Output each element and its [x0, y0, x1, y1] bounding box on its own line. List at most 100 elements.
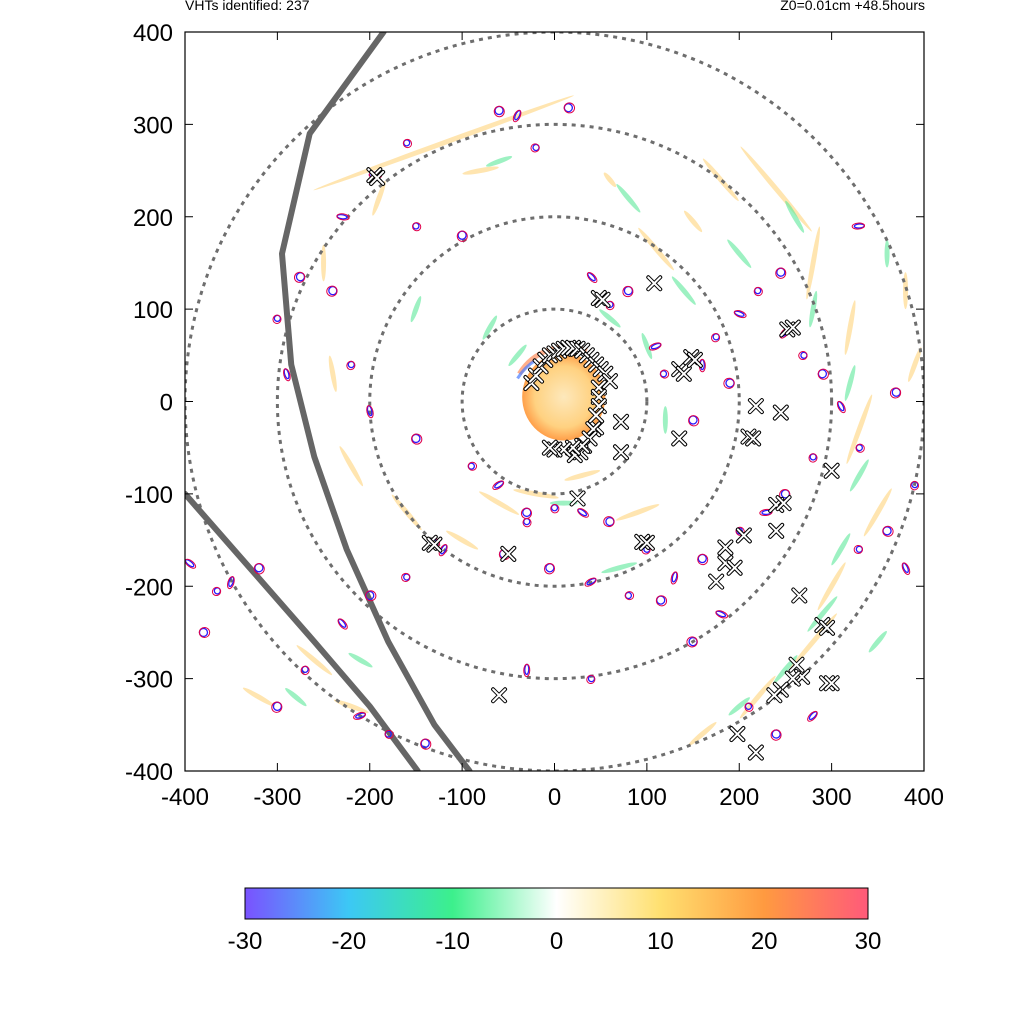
contour-loop-outer: [530, 143, 540, 153]
vht-marker: [735, 527, 752, 544]
contour-loop-outer: [889, 387, 902, 399]
vht-marker: [729, 726, 746, 743]
negative-band: [285, 687, 307, 707]
contour-loop-outer: [336, 213, 350, 221]
vht-marker: [675, 365, 692, 382]
contour-loop-outer: [622, 285, 634, 298]
contour-loop-outer: [882, 525, 894, 537]
vht-marker: [784, 319, 801, 336]
vht-marker: [823, 675, 840, 692]
negative-band: [671, 276, 696, 305]
contour-loop-outer: [723, 377, 735, 389]
positive-band: [462, 166, 499, 175]
positive-band: [296, 645, 333, 676]
positive-band: [908, 347, 922, 382]
axis-ticks: -400 -300 -200 -100 0 100 200 300 400 -400 -300 -20…: [125, 20, 944, 811]
contour-loop-outer: [293, 271, 306, 283]
positive-band: [603, 172, 617, 188]
contour-loop-outer: [733, 310, 747, 319]
contour-loop-outer: [543, 563, 556, 575]
y-tick-label: 400: [133, 20, 173, 47]
contour-loop-outer: [384, 729, 394, 739]
vorticity-contours: [185, 102, 920, 750]
range-ring: [368, 215, 741, 588]
contour-loop-outer: [271, 701, 283, 713]
contour-loop-outer: [520, 507, 532, 519]
vht-marker: [500, 545, 517, 562]
contour-loop-outer: [412, 222, 422, 232]
vht-marker: [638, 534, 655, 551]
x-tick-label: -100: [438, 784, 486, 811]
vht-marker: [791, 587, 808, 604]
positive-band: [321, 244, 327, 282]
vht-marker: [768, 522, 785, 539]
positive-band: [446, 530, 479, 550]
positive-band: [333, 699, 369, 714]
negative-band: [727, 239, 752, 268]
contour-loop-outer: [523, 663, 531, 678]
contour-loop-outer: [670, 571, 679, 585]
plot-field: [242, 95, 922, 747]
negative-band: [844, 365, 856, 401]
negative-band: [849, 459, 869, 492]
vht-marker: [613, 413, 630, 430]
colorbar-tick-label: -10: [435, 928, 470, 955]
positive-band: [313, 95, 574, 191]
contour-loop-outer: [353, 711, 367, 720]
negative-band: [785, 200, 805, 233]
vht-count-label: VHTs identified: 237: [185, 0, 310, 13]
negative-band: [508, 344, 527, 367]
contour-loop-outer: [836, 400, 846, 414]
contour-loop-outer: [697, 553, 709, 566]
vht-marker: [491, 687, 508, 704]
contour-loop-outer: [655, 595, 668, 607]
contour-loop-outer: [807, 710, 818, 722]
vht-marker: [717, 539, 734, 556]
x-tick-label: 0: [548, 784, 561, 811]
contour-loop-outer: [686, 636, 698, 648]
contour-loop-outer: [420, 738, 432, 750]
negative-band: [348, 652, 373, 668]
negative-band: [728, 697, 750, 716]
colorbar-bar: [244, 887, 869, 920]
x-tick-label: 100: [627, 784, 667, 811]
contour-loop-outer: [648, 342, 662, 351]
vht-marker: [784, 670, 801, 687]
vht-marker: [686, 351, 703, 368]
contour-loop-outer: [402, 138, 413, 149]
vht-marker: [708, 573, 725, 590]
contour-loop-outer: [300, 665, 310, 676]
positive-band: [863, 488, 892, 537]
vht-marker-eyewall: [588, 407, 605, 424]
contour-loop-outer: [411, 433, 423, 445]
vht-marker: [613, 444, 630, 461]
storm-track: [278, 32, 473, 771]
negative-band: [616, 184, 641, 213]
contour-loop-outer: [584, 577, 597, 587]
contour-loop-outer: [817, 368, 829, 380]
storm-track: [185, 490, 421, 771]
y-tick-label: -100: [125, 482, 173, 509]
positive-band: [844, 300, 856, 355]
vht-marker: [594, 291, 611, 308]
contour-loop-outer: [603, 516, 615, 528]
contour-loop-outer: [198, 626, 211, 638]
contour-loop-outer: [586, 272, 598, 283]
positive-band: [817, 562, 846, 611]
vht-marker-eyewall: [528, 367, 545, 384]
negative-band: [807, 596, 838, 632]
vht-marker: [819, 675, 836, 692]
x-tick-label: 300: [812, 784, 852, 811]
vht-marker: [747, 744, 764, 761]
contour-loop-outer: [366, 405, 374, 419]
contour-loop-outer: [808, 453, 818, 463]
vht-marker-eyewall: [541, 439, 558, 456]
contour-loop-outer: [798, 351, 808, 361]
contour-loop: [524, 663, 530, 676]
contour-loop-outer: [253, 563, 265, 575]
contour-loop-outer: [283, 368, 291, 382]
contour-loop-outer: [624, 591, 635, 601]
positive-band: [688, 722, 717, 747]
negative-band: [599, 309, 621, 328]
x-tick-label: 200: [719, 784, 759, 811]
